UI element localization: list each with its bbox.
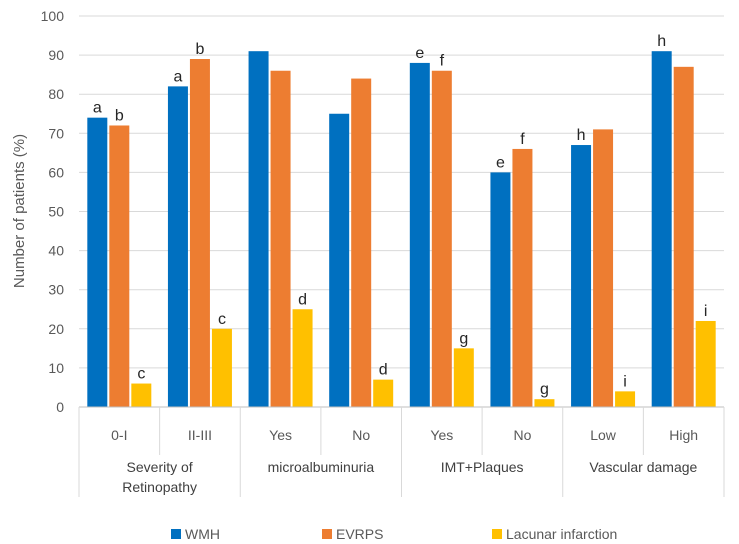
x-axis: 0-I II-III Yes No Yes No Low High Severity of Ret… [78,406,725,497]
y-tick-label: 90 [48,47,64,63]
bar [453,348,474,407]
bar [351,78,372,407]
bar [673,66,694,407]
group-label: IMT+Plaques [441,459,524,475]
legend-swatch [322,529,332,539]
category-label: Low [590,427,617,443]
bar [211,328,232,407]
bar [270,70,291,408]
group-label: Severity of [127,459,193,475]
legend-label: EVRPS [336,526,383,542]
category-label: Yes [430,427,453,443]
y-tick-label: 40 [48,243,64,259]
y-tick-label: 10 [48,360,64,376]
bar [409,62,430,408]
bar [695,320,716,407]
data-label: b [195,41,204,58]
data-label: b [115,107,124,124]
data-label: g [459,330,468,347]
bar [292,309,313,407]
y-tick-label: 0 [56,399,64,415]
data-label: f [440,53,445,70]
legend-label: Lacunar infarction [506,526,617,542]
data-label: e [415,45,424,62]
legend-label: WMH [185,526,220,542]
data-label: f [520,131,525,148]
bar [490,172,511,407]
bar [534,399,555,407]
data-label: c [137,366,145,383]
legend-swatch [492,529,502,539]
legend-item[interactable]: Lacunar infarction [492,526,617,542]
category-label: II-III [188,427,212,443]
legend[interactable]: WMH EVRPS Lacunar infarction [171,526,617,542]
data-label: a [93,100,102,117]
data-labels: a a e e h h b b f f c c d d g g i i [93,33,708,398]
y-tick-label: 30 [48,282,64,298]
bar [109,125,130,407]
group-label: Vascular damage [589,459,697,475]
group-label: Retinopathy [122,479,197,495]
bar [329,113,350,407]
bar [512,148,533,407]
category-label: Yes [269,427,292,443]
bar [593,129,614,407]
bar [131,383,152,407]
data-label: d [379,362,388,379]
bar [571,145,592,407]
y-tick-label: 20 [48,321,64,337]
y-tick-label: 80 [48,86,64,102]
data-label: h [657,33,666,50]
y-tick-label: 100 [41,8,65,24]
bar [167,86,188,407]
data-label: a [173,68,182,85]
legend-item[interactable]: WMH [171,526,220,542]
y-tick-label: 60 [48,164,64,180]
y-axis-label: Number of patients (%) [11,134,28,288]
bar [87,117,108,407]
category-label: 0-I [111,427,127,443]
category-label: High [669,427,698,443]
y-tick-label: 70 [48,125,64,141]
bar [651,51,672,407]
data-label: d [298,291,307,308]
data-label: h [577,127,586,144]
data-label: e [496,154,505,171]
data-label: g [540,381,549,398]
y-axis-ticks: 0 10 20 30 40 50 60 70 80 90 100 [41,8,65,415]
bar [248,51,269,407]
data-label: i [704,303,708,320]
bar [431,70,452,408]
y-tick-label: 50 [48,204,64,220]
bar [189,59,210,407]
group-label: microalbuminuria [268,459,375,475]
legend-item[interactable]: EVRPS [322,526,383,542]
bars [87,51,716,408]
category-label: No [352,427,370,443]
data-label: i [623,373,627,390]
category-label: No [513,427,531,443]
bar [373,379,394,407]
bar [615,391,636,407]
legend-swatch [171,529,181,539]
data-label: c [218,311,226,328]
